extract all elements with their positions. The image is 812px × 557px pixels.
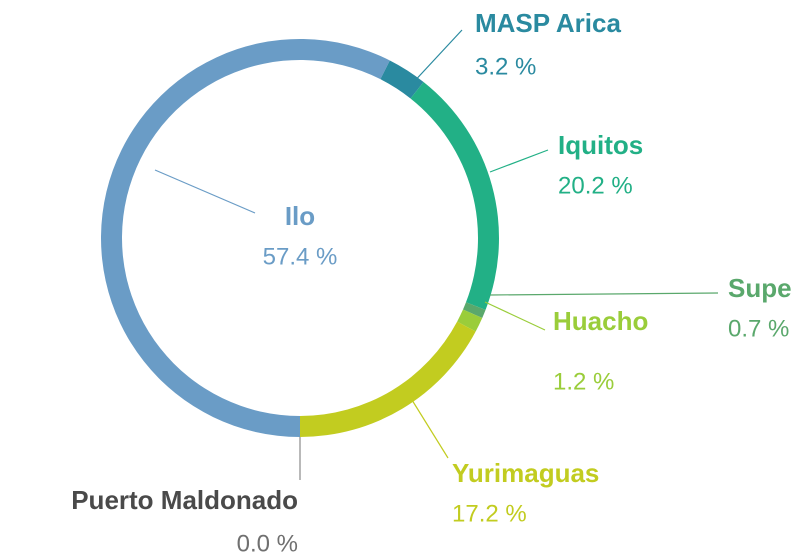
slice-name: Yurimaguas	[452, 458, 599, 488]
slice-value: 1.2 %	[553, 368, 614, 395]
slice-name: MASP Arica	[475, 8, 621, 38]
donut-slice	[300, 321, 476, 437]
slice-value: 0.0 %	[237, 530, 298, 557]
donut-slice	[457, 309, 483, 332]
leader-line	[409, 29, 463, 87]
donut-slice	[380, 60, 424, 99]
slice-value: 0.7 %	[728, 315, 789, 342]
slice-name: Puerto Maldonado	[71, 485, 298, 515]
slice-value: 3.2 %	[475, 53, 536, 80]
slice-name: Supe	[728, 273, 792, 303]
leader-line	[489, 292, 719, 296]
leader-line	[484, 301, 546, 331]
leader-line	[154, 169, 256, 214]
leader-line	[489, 149, 549, 173]
slice-name: Ilo	[285, 201, 315, 231]
donut-slice	[462, 302, 486, 318]
slice-value: 17.2 %	[452, 500, 527, 527]
leader-line	[411, 399, 449, 459]
donut-slice	[100, 38, 390, 438]
slice-name: Huacho	[553, 306, 648, 336]
slice-value: 20.2 %	[558, 172, 633, 199]
slice-name: Iquitos	[558, 130, 643, 160]
donut-slice	[410, 81, 499, 310]
slice-value: 57.4 %	[263, 243, 338, 270]
